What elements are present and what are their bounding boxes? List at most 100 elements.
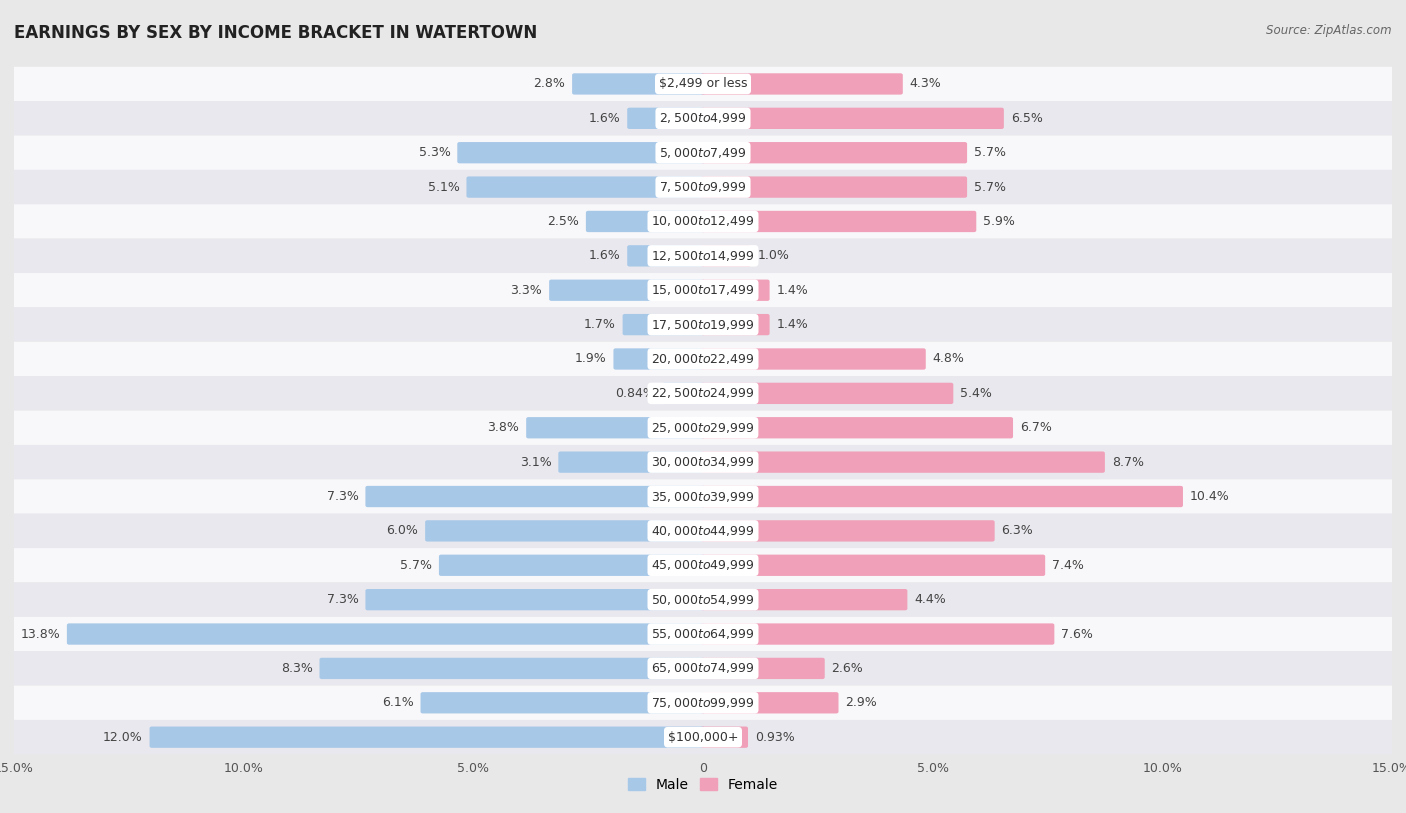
FancyBboxPatch shape — [13, 170, 1393, 204]
FancyBboxPatch shape — [700, 486, 1182, 507]
FancyBboxPatch shape — [700, 246, 751, 267]
Text: $10,000 to $12,499: $10,000 to $12,499 — [651, 215, 755, 228]
FancyBboxPatch shape — [13, 136, 1393, 170]
FancyBboxPatch shape — [550, 280, 706, 301]
Text: 6.7%: 6.7% — [1019, 421, 1052, 434]
Text: 4.4%: 4.4% — [914, 593, 946, 606]
Text: 0.93%: 0.93% — [755, 731, 794, 744]
Text: $2,500 to $4,999: $2,500 to $4,999 — [659, 111, 747, 125]
Text: $5,000 to $7,499: $5,000 to $7,499 — [659, 146, 747, 159]
Text: 13.8%: 13.8% — [20, 628, 60, 641]
Text: $12,500 to $14,999: $12,500 to $14,999 — [651, 249, 755, 263]
Text: 3.3%: 3.3% — [510, 284, 543, 297]
FancyBboxPatch shape — [627, 107, 706, 129]
Text: $30,000 to $34,999: $30,000 to $34,999 — [651, 455, 755, 469]
Text: 0.84%: 0.84% — [616, 387, 655, 400]
FancyBboxPatch shape — [13, 548, 1393, 582]
FancyBboxPatch shape — [700, 73, 903, 94]
Text: 12.0%: 12.0% — [103, 731, 142, 744]
Text: 10.4%: 10.4% — [1189, 490, 1230, 503]
Text: $65,000 to $74,999: $65,000 to $74,999 — [651, 662, 755, 676]
Text: 3.8%: 3.8% — [488, 421, 519, 434]
Text: 5.7%: 5.7% — [974, 180, 1005, 193]
Text: 6.5%: 6.5% — [1011, 112, 1043, 125]
FancyBboxPatch shape — [700, 211, 976, 233]
FancyBboxPatch shape — [662, 383, 706, 404]
Text: $55,000 to $64,999: $55,000 to $64,999 — [651, 627, 755, 641]
Text: 5.1%: 5.1% — [427, 180, 460, 193]
Text: 7.3%: 7.3% — [326, 593, 359, 606]
Text: 8.3%: 8.3% — [281, 662, 312, 675]
Text: 1.6%: 1.6% — [589, 250, 620, 263]
FancyBboxPatch shape — [572, 73, 706, 94]
FancyBboxPatch shape — [613, 348, 706, 370]
FancyBboxPatch shape — [700, 658, 825, 679]
Text: $15,000 to $17,499: $15,000 to $17,499 — [651, 283, 755, 298]
Text: $50,000 to $54,999: $50,000 to $54,999 — [651, 593, 755, 606]
Text: 5.3%: 5.3% — [419, 146, 450, 159]
FancyBboxPatch shape — [700, 314, 769, 335]
FancyBboxPatch shape — [13, 480, 1393, 514]
Text: $75,000 to $99,999: $75,000 to $99,999 — [651, 696, 755, 710]
FancyBboxPatch shape — [623, 314, 706, 335]
FancyBboxPatch shape — [13, 376, 1393, 411]
FancyBboxPatch shape — [700, 692, 838, 714]
FancyBboxPatch shape — [420, 692, 706, 714]
Text: 7.4%: 7.4% — [1052, 559, 1084, 572]
FancyBboxPatch shape — [13, 204, 1393, 239]
FancyBboxPatch shape — [700, 451, 1105, 473]
FancyBboxPatch shape — [13, 411, 1393, 445]
FancyBboxPatch shape — [700, 520, 994, 541]
FancyBboxPatch shape — [439, 554, 706, 576]
Text: 1.0%: 1.0% — [758, 250, 790, 263]
FancyBboxPatch shape — [467, 176, 706, 198]
FancyBboxPatch shape — [67, 624, 706, 645]
FancyBboxPatch shape — [700, 589, 907, 611]
FancyBboxPatch shape — [700, 107, 1004, 129]
FancyBboxPatch shape — [558, 451, 706, 473]
Text: 1.7%: 1.7% — [583, 318, 616, 331]
Text: $22,500 to $24,999: $22,500 to $24,999 — [651, 386, 755, 400]
Text: 2.6%: 2.6% — [831, 662, 863, 675]
FancyBboxPatch shape — [319, 658, 706, 679]
Text: 1.4%: 1.4% — [776, 284, 808, 297]
Text: 5.9%: 5.9% — [983, 215, 1015, 228]
FancyBboxPatch shape — [13, 445, 1393, 480]
FancyBboxPatch shape — [13, 685, 1393, 720]
FancyBboxPatch shape — [13, 101, 1393, 136]
Text: 2.9%: 2.9% — [845, 696, 877, 709]
FancyBboxPatch shape — [13, 514, 1393, 548]
FancyBboxPatch shape — [700, 417, 1012, 438]
FancyBboxPatch shape — [700, 280, 769, 301]
FancyBboxPatch shape — [700, 554, 1045, 576]
Text: $7,500 to $9,999: $7,500 to $9,999 — [659, 180, 747, 194]
Text: $40,000 to $44,999: $40,000 to $44,999 — [651, 524, 755, 538]
FancyBboxPatch shape — [366, 486, 706, 507]
Text: $35,000 to $39,999: $35,000 to $39,999 — [651, 489, 755, 503]
FancyBboxPatch shape — [13, 307, 1393, 341]
Text: 5.4%: 5.4% — [960, 387, 993, 400]
FancyBboxPatch shape — [700, 383, 953, 404]
Text: $100,000+: $100,000+ — [668, 731, 738, 744]
FancyBboxPatch shape — [366, 589, 706, 611]
Text: 6.1%: 6.1% — [382, 696, 413, 709]
FancyBboxPatch shape — [700, 727, 748, 748]
Text: 8.7%: 8.7% — [1112, 455, 1143, 468]
Text: 5.7%: 5.7% — [401, 559, 432, 572]
Text: 2.5%: 2.5% — [547, 215, 579, 228]
Text: 3.1%: 3.1% — [520, 455, 551, 468]
FancyBboxPatch shape — [13, 67, 1393, 101]
Text: 6.3%: 6.3% — [1001, 524, 1033, 537]
Text: 1.6%: 1.6% — [589, 112, 620, 125]
Text: $20,000 to $22,499: $20,000 to $22,499 — [651, 352, 755, 366]
Text: 4.3%: 4.3% — [910, 77, 942, 90]
FancyBboxPatch shape — [13, 582, 1393, 617]
Text: 2.8%: 2.8% — [533, 77, 565, 90]
FancyBboxPatch shape — [700, 624, 1054, 645]
Text: $17,500 to $19,999: $17,500 to $19,999 — [651, 318, 755, 332]
Text: 7.3%: 7.3% — [326, 490, 359, 503]
Text: $45,000 to $49,999: $45,000 to $49,999 — [651, 559, 755, 572]
FancyBboxPatch shape — [457, 142, 706, 163]
Text: 4.8%: 4.8% — [932, 353, 965, 366]
Text: 1.9%: 1.9% — [575, 353, 606, 366]
